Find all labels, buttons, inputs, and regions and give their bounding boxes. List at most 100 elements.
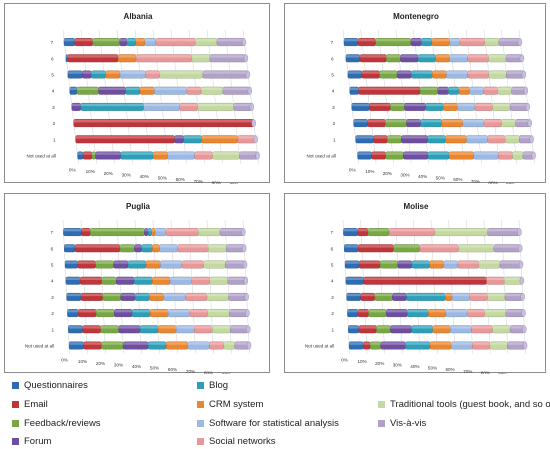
gridline [152,219,160,354]
bar-highlight [420,119,442,123]
bar-highlight [208,245,227,248]
category-label: Not used at all [307,154,336,159]
bar-highlight [201,87,223,90]
bar-highlight [492,103,511,107]
bar-highlight [239,152,258,155]
bar-highlight [363,342,371,345]
bar-highlight [379,71,398,74]
bar-highlight [505,136,520,139]
bar-highlight [80,277,102,280]
bar-highlight [492,326,511,329]
bar-highlight [386,309,408,313]
bar-highlight [166,228,199,232]
bar-highlight [457,103,475,107]
bar-highlight [74,38,93,42]
legend-swatch [197,401,204,408]
bar-highlight [75,136,175,139]
bar-highlight [144,228,149,232]
bar-highlight [432,71,447,74]
x-tick-label: 60% [453,177,462,182]
bar-highlight [145,71,160,74]
category-label: 7 [51,230,54,235]
bar-highlight [135,293,150,297]
gridline [152,29,169,164]
legend-swatch [378,401,385,408]
x-tick-label: 90% [506,182,515,184]
x-tick-label: 90% [230,182,239,184]
legend-item-forum: Forum [12,436,51,447]
bar-end-cap [242,244,247,253]
bar-highlight [363,277,487,280]
category-label: 1 [331,327,334,332]
bar-highlight [428,309,447,313]
bar-highlight [358,309,369,313]
legend-item-software-for-statistical-analysis: Software for statistical analysis [197,418,339,429]
bar-highlight [167,152,195,155]
bar-highlight [69,87,78,90]
x-tick-label: 70% [186,369,195,374]
bar-end-cap [243,54,249,63]
bar-highlight [148,342,167,345]
bar-end-cap [519,54,525,63]
bar-highlight [443,103,458,107]
bar-end-cap [246,341,252,350]
chart-title-albania: Albania [124,12,153,21]
bar-highlight [67,55,119,58]
bar-highlight [467,71,489,74]
gridline [501,29,518,164]
bar-highlight [345,261,360,264]
bar-highlight [198,228,221,232]
bar-highlight [82,71,92,74]
bar-highlight [160,261,183,264]
x-tick-label: 40% [132,364,141,369]
x-tick-label: 80% [488,180,497,184]
bar-highlight [359,55,387,58]
bar-highlight [75,245,121,248]
bar-highlight [419,245,459,248]
bar-highlight [237,136,256,139]
bar-highlight [483,119,502,123]
legend-swatch [12,382,19,389]
bar-highlight [457,261,479,264]
x-tick-label: 0% [349,168,356,173]
gridline [430,29,447,164]
bar-end-cap [244,292,249,301]
bar-highlight [406,293,446,297]
gridline [116,29,133,164]
bar-highlight [77,87,99,90]
bar-highlight [519,136,532,139]
bar-highlight [448,87,459,90]
bar-highlight [132,309,151,313]
gridline [80,219,88,354]
bar-highlight [469,293,488,297]
bar-highlight [486,277,505,280]
legend-label: Software for statistical analysis [209,418,339,429]
bar-highlight [449,55,468,58]
bar-highlight [149,293,164,297]
bar-highlight [105,71,121,74]
legend-label: Traditional tools (guest book, and so on… [390,399,550,410]
bar-highlight [387,136,402,139]
bar-end-cap [531,151,536,160]
legend-label: Social networks [209,436,276,447]
bar-highlight [174,136,184,139]
category-label: 5 [51,263,54,268]
bar-end-cap [247,86,253,95]
legend-item-email: Email [12,399,48,410]
x-tick-label: 60% [446,367,455,372]
bar-highlight [227,277,246,280]
legend-item-traditional-tools-guest-book-and-so-on: Traditional tools (guest book, and so on… [378,399,550,410]
bar-highlight [64,245,76,248]
bar-highlight [347,71,362,74]
bar-highlight [80,103,144,107]
bar-end-cap [520,292,525,301]
bar-highlight [155,228,167,232]
gridline [395,219,403,354]
legend-item-vis-vis: Vis-à-vis [378,418,426,429]
category-label: 2 [333,121,336,126]
category-label: 3 [332,105,335,110]
bar-highlight [385,119,407,123]
bar-end-cap [523,86,529,95]
category-label: 4 [51,279,54,284]
